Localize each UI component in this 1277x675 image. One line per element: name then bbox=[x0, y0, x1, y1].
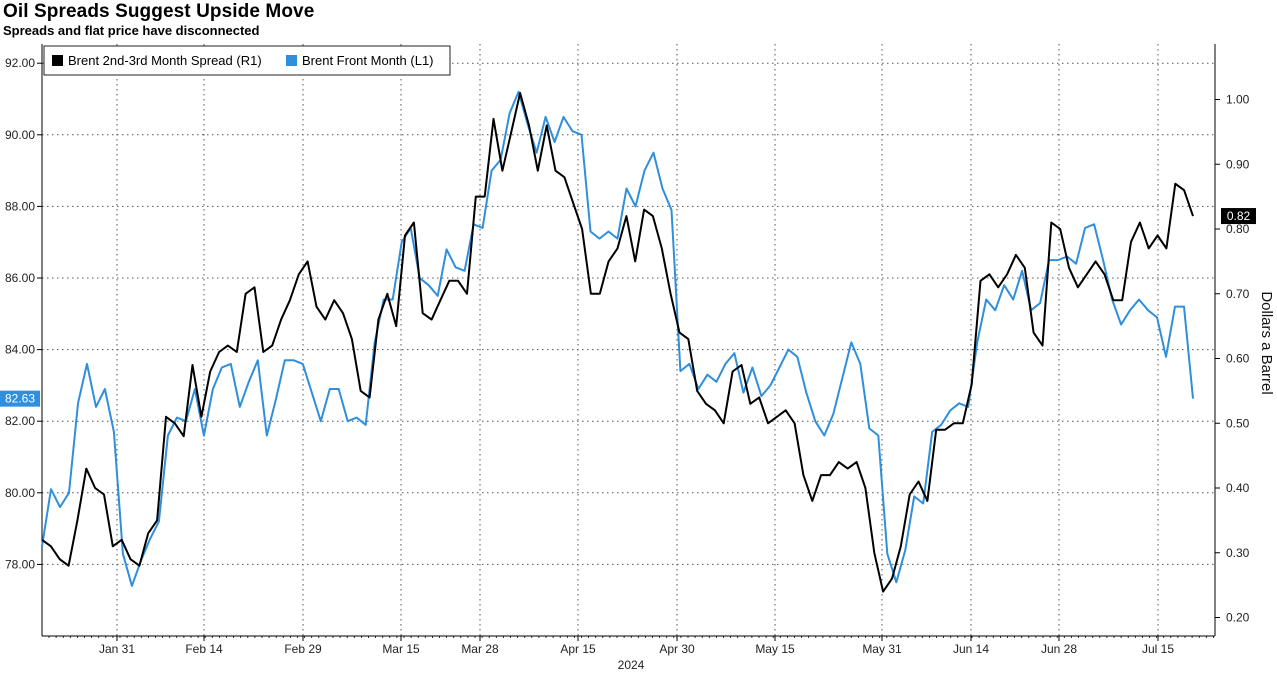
x-tick-label: Apr 30 bbox=[659, 642, 695, 656]
legend-label-front-month: Brent Front Month (L1) bbox=[302, 53, 434, 68]
x-tick-label: Jun 28 bbox=[1041, 642, 1077, 656]
x-tick-label: Jul 15 bbox=[1142, 642, 1174, 656]
front-month-last-value-tag bbox=[0, 390, 40, 407]
legend-box bbox=[43, 45, 451, 76]
right-tick-label: 0.60 bbox=[1226, 352, 1250, 366]
left-tick-label: 92.00 bbox=[5, 56, 35, 70]
x-tick-label: Jan 31 bbox=[99, 642, 135, 656]
x-axis-ticks: Jan 31 Feb 14 Feb 29 Mar 15 Mar 28 Apr 15 Apr … bbox=[48, 636, 1214, 656]
chart-subtitle: Spreads and flat price have disconnected bbox=[3, 23, 260, 38]
x-year-label: 2024 bbox=[618, 658, 645, 672]
right-tick-label: 0.30 bbox=[1226, 546, 1250, 560]
legend-label-spread: Brent 2nd-3rd Month Spread (R1) bbox=[68, 53, 262, 68]
x-tick-label: Jun 14 bbox=[953, 642, 989, 656]
legend: Brent 2nd-3rd Month Spread (R1) Brent Fr… bbox=[43, 45, 451, 76]
left-tick-label: 82.00 bbox=[5, 414, 35, 428]
x-tick-label: Apr 15 bbox=[560, 642, 596, 656]
left-tick-label: 86.00 bbox=[5, 271, 35, 285]
right-axis-label: Dollars a Barrel bbox=[1258, 291, 1275, 394]
x-tick-label: Mar 28 bbox=[461, 642, 499, 656]
spread-line bbox=[41, 92, 1194, 593]
x-tick-label: Feb 14 bbox=[185, 642, 223, 656]
right-tick-label: 0.70 bbox=[1226, 287, 1250, 301]
left-tick-label: 84.00 bbox=[5, 343, 35, 357]
legend-swatch-spread bbox=[52, 55, 63, 66]
left-axis-ticks: 78.00 80.00 82.00 84.00 86.00 88.00 90.00 92.00 bbox=[5, 56, 42, 571]
right-tick-label: 1.00 bbox=[1226, 93, 1250, 107]
front-month-line bbox=[41, 90, 1194, 587]
chart-title: Oil Spreads Suggest Upside Move bbox=[3, 1, 315, 22]
left-tick-label: 90.00 bbox=[5, 128, 35, 142]
last-value-tags: 82.63 0.82 bbox=[0, 208, 1256, 407]
spread-last-value-tag bbox=[1221, 208, 1256, 225]
left-tick-label: 88.00 bbox=[5, 199, 35, 213]
right-tick-label: 0.40 bbox=[1226, 481, 1250, 495]
right-axis-ticks: 0.20 0.30 0.40 0.50 0.60 0.70 0.80 0.90 1.00 bbox=[1215, 93, 1250, 625]
x-tick-label: May 31 bbox=[862, 642, 902, 656]
right-tick-label: 0.90 bbox=[1226, 157, 1250, 171]
axes bbox=[41, 44, 1216, 637]
x-tick-label: Feb 29 bbox=[284, 642, 322, 656]
right-tick-label: 0.80 bbox=[1226, 222, 1250, 236]
x-tick-label: Mar 15 bbox=[382, 642, 420, 656]
right-tick-label: 0.50 bbox=[1226, 416, 1250, 430]
x-tick-label: May 15 bbox=[755, 642, 795, 656]
series-lines bbox=[41, 90, 1194, 593]
front-month-last-value: 82.63 bbox=[5, 392, 35, 406]
left-tick-label: 78.00 bbox=[5, 557, 35, 571]
right-tick-label: 0.20 bbox=[1226, 611, 1250, 625]
legend-swatch-front-month bbox=[286, 55, 297, 66]
left-tick-label: 80.00 bbox=[5, 486, 35, 500]
spread-last-value: 0.82 bbox=[1227, 209, 1251, 223]
